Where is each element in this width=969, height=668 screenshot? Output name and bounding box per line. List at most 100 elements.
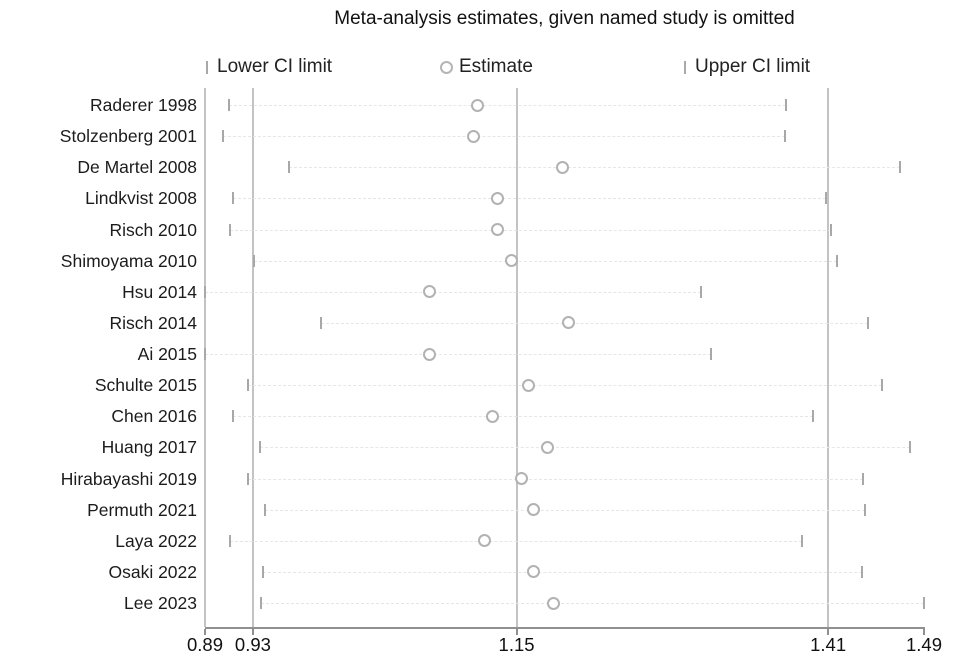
x-tick-label: 1.15 [498,634,535,655]
estimate-marker [490,223,504,236]
study-label: Huang 2017 [101,437,197,458]
row-ci-span-line [230,540,802,542]
upper-ci-marker [800,534,803,547]
estimate-marker [477,534,491,548]
row-ci-span-line [262,571,862,573]
x-tick-label: 0.89 [186,634,224,655]
row-ci-span-line [264,509,866,511]
row-ci-span-line [205,354,711,355]
estimate-marker [490,191,504,205]
lower-ci-marker [263,503,266,516]
lower-ci-marker [320,316,323,329]
row-ci-span-line [261,603,924,604]
row-ci-span-line [228,105,787,106]
row-ci-span-line [248,385,883,387]
study-label: Permuth 2021 [87,499,197,520]
estimate-marker [486,409,500,423]
study-label: Hsu 2014 [122,281,197,302]
x-axis-line [205,627,925,629]
row-ci-span-line [230,229,831,231]
lower-ci-marker [247,379,250,392]
row-ci-span-line [205,291,702,293]
row-ci-span-line [288,167,901,169]
row-ci-span-line [248,478,863,480]
lower-ci-tick-icon [206,60,208,74]
lower-ci-marker [231,410,234,423]
study-label: Osaki 2022 [108,561,197,582]
lower-ci-marker [253,254,256,267]
study-label: Risch 2014 [109,312,197,333]
upper-ci-marker [860,565,863,578]
estimate-marker [466,129,480,143]
upper-ci-marker [899,161,902,174]
study-label: De Martel 2008 [77,157,197,178]
lower-ci-marker [204,348,206,360]
legend-upper-label: Upper CI limit [695,56,811,77]
estimate-marker [555,160,569,174]
study-label: Ai 2015 [137,344,197,364]
study-label: Laya 2022 [115,530,197,551]
row-ci-span-line [232,416,813,418]
estimate-marker [470,98,484,112]
upper-ci-marker [829,223,832,236]
estimate-marker [541,440,555,454]
legend-item-upper-ci: Upper CI limit [684,54,810,80]
study-label: Lee 2023 [124,593,197,613]
x-tick-mark [251,629,254,635]
upper-ci-marker [866,316,869,329]
upper-ci-marker [785,99,788,111]
upper-ci-marker [835,254,838,267]
study-label: Schulte 2015 [94,375,197,396]
lower-ci-marker [259,441,262,454]
estimate-marker [547,596,561,610]
estimate-marker [422,285,436,299]
lower-ci-marker [229,534,232,547]
lower-ci-marker [261,565,264,578]
upper-ci-marker [908,441,911,454]
study-label: Lindkvist 2008 [85,188,197,209]
lower-ci-marker [227,99,230,111]
study-label: Risch 2010 [109,219,197,240]
x-tick-mark [204,629,206,635]
study-label: Stolzenberg 2001 [59,126,197,147]
study-label: Hirabayashi 2019 [60,468,197,489]
upper-ci-marker [811,410,814,423]
estimate-circle-icon [440,60,453,74]
lower-ci-marker [204,285,206,298]
x-tick-mark [827,629,830,635]
row-ci-span-line [222,136,785,138]
legend-item-lower-ci: Lower CI limit [206,54,332,80]
upper-ci-marker [783,130,786,143]
study-label: Shimoyama 2010 [60,250,197,271]
estimate-marker [505,254,519,268]
upper-ci-marker [824,192,827,205]
chart-title: Meta-analysis estimates, given named stu… [334,8,795,29]
legend-lower-label: Lower CI limit [217,56,333,77]
upper-ci-marker [881,379,884,392]
lower-ci-marker [231,192,234,205]
row-ci-span-line [260,447,910,449]
estimate-marker [561,316,575,330]
estimate-marker [522,378,536,392]
reference-line [827,88,830,627]
legend-estimate-label: Estimate [459,56,533,77]
upper-ci-marker [709,348,712,360]
x-tick-label: 1.49 [905,634,943,655]
x-tick-label: 1.41 [810,634,847,655]
lower-ci-marker [287,161,290,174]
estimate-marker [526,503,540,517]
study-label: Raderer 1998 [89,95,197,115]
upper-ci-marker [923,597,925,609]
upper-ci-marker [861,472,864,485]
estimate-marker [514,472,528,485]
x-tick-mark [923,629,925,635]
upper-ci-marker [864,503,867,516]
lower-ci-marker [247,472,250,485]
row-ci-span-line [321,322,868,324]
lower-ci-marker [229,223,232,236]
lower-ci-marker [260,597,263,609]
reference-line [251,88,254,627]
plot-area [204,88,925,627]
reference-line [515,88,518,627]
